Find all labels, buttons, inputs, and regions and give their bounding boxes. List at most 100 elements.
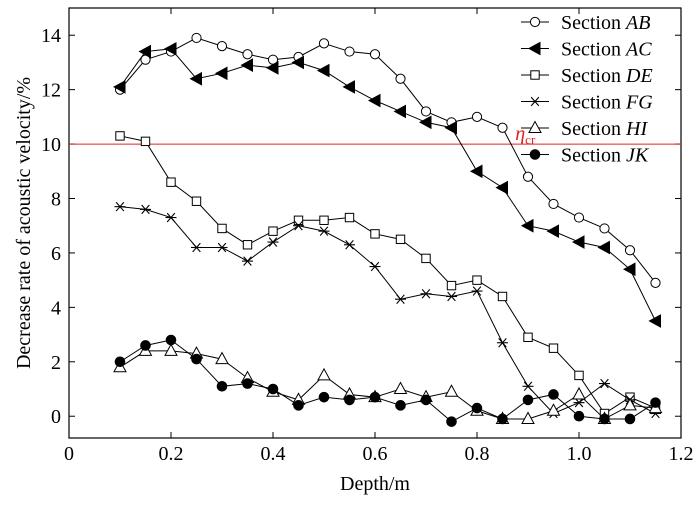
data-point [546, 403, 561, 416]
data-point [114, 356, 126, 368]
legend-label-code: AC [624, 39, 652, 61]
threshold-label: ηcr [515, 123, 536, 147]
data-point [546, 224, 559, 239]
data-point [319, 215, 329, 225]
data-point [446, 416, 457, 427]
data-point [421, 253, 431, 264]
data-point [293, 220, 304, 231]
data-point [624, 245, 636, 256]
series-fg [114, 201, 661, 419]
data-point [520, 218, 534, 233]
data-point [497, 291, 508, 302]
y-tick-label: 6 [51, 243, 61, 265]
data-point [597, 240, 610, 255]
data-point [267, 237, 279, 247]
x-tick-label: 1.2 [669, 443, 694, 465]
data-point [471, 286, 483, 296]
legend-item: Section DE [521, 65, 653, 87]
data-point [420, 288, 432, 299]
data-point [395, 294, 406, 304]
data-point [191, 196, 202, 206]
data-point [318, 391, 330, 403]
legend-label-code: FG [625, 92, 653, 114]
legend-label: Section HI [561, 118, 648, 140]
series-jk [114, 334, 661, 427]
series-line [119, 350, 656, 420]
data-point [472, 275, 482, 285]
data-point [522, 381, 534, 392]
data-point [420, 106, 432, 117]
series-line [119, 206, 656, 415]
legend-marker [529, 16, 541, 28]
data-point [191, 32, 202, 44]
data-point [369, 391, 381, 403]
data-point [214, 66, 228, 81]
data-point [624, 413, 636, 425]
series-line [119, 37, 656, 284]
data-point [523, 332, 533, 343]
data-point [393, 381, 408, 395]
legend-label: Section FG [561, 92, 653, 114]
y-tick-label: 0 [51, 406, 61, 428]
data-point [165, 212, 177, 223]
series-ab [114, 32, 661, 288]
data-point [165, 334, 177, 346]
legend-label-prefix: Section [561, 118, 626, 140]
data-point [548, 389, 559, 400]
legend-label-code: AB [624, 12, 650, 34]
data-point [293, 400, 304, 411]
series-layer [112, 32, 663, 427]
data-point [599, 413, 610, 425]
data-point [622, 262, 636, 277]
data-point [318, 226, 330, 236]
data-point [191, 242, 202, 253]
data-point [571, 235, 585, 249]
y-tick-label: 8 [51, 189, 61, 211]
data-point [446, 280, 457, 291]
y-tick-label: 2 [51, 352, 61, 374]
data-point [342, 80, 355, 94]
legend-label: Section AC [561, 39, 652, 61]
data-point [140, 204, 151, 215]
x-tick-label: 0 [64, 443, 74, 465]
data-point [242, 378, 253, 389]
x-tick-label: 0.6 [363, 443, 388, 465]
data-point [599, 378, 610, 389]
data-point [573, 212, 585, 223]
data-point [370, 229, 380, 239]
data-point [138, 44, 151, 59]
x-tick-label: 0.2 [159, 443, 184, 465]
data-point [216, 242, 228, 253]
legend-item: Section JK [521, 145, 650, 167]
reference-lines: ηcr [69, 123, 681, 147]
series-line [119, 339, 656, 423]
y-tick-label: 14 [41, 25, 61, 47]
data-point [522, 394, 534, 406]
legend-label-prefix: Section [561, 39, 626, 61]
legend-marker [529, 96, 541, 107]
data-point [114, 201, 126, 212]
data-point [446, 291, 457, 302]
data-point [444, 384, 459, 397]
data-point [317, 367, 331, 381]
series-ac [112, 41, 661, 328]
data-point [215, 351, 229, 365]
axis-ticks: 0 0.2 0.4 0.6 0.8 1.0 1.2 0 2 4 6 8 10 12 14 [41, 8, 694, 465]
legend: Section AB Section AC Section DE Section FG… [521, 12, 653, 167]
data-point [166, 177, 176, 187]
data-point [497, 337, 508, 348]
data-point [344, 46, 355, 57]
data-point [316, 63, 330, 78]
data-point [140, 136, 151, 147]
data-point [469, 164, 483, 179]
data-point [650, 397, 661, 408]
data-point [318, 38, 330, 49]
data-point [265, 61, 279, 75]
data-point [650, 277, 661, 288]
series-line [119, 48, 656, 322]
data-point [444, 120, 457, 135]
data-point [112, 80, 126, 94]
legend-marker [530, 70, 540, 80]
data-point [573, 410, 585, 422]
